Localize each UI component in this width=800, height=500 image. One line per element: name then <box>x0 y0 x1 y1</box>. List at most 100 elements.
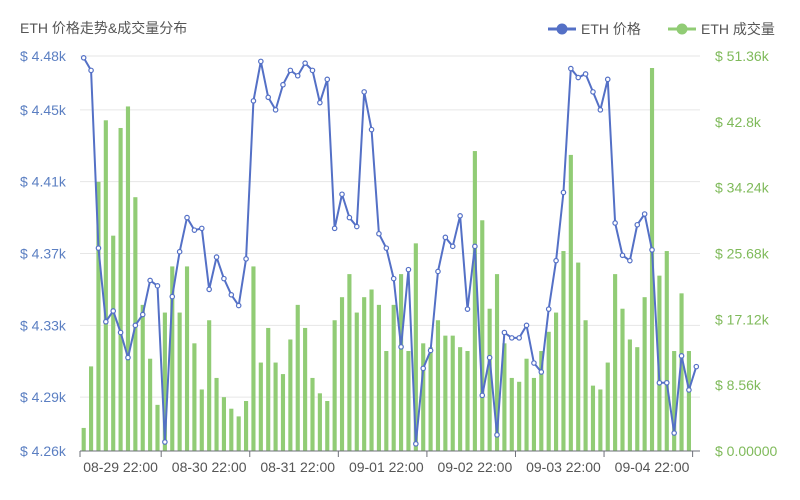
price-point <box>376 230 382 237</box>
price-point <box>80 54 87 61</box>
volume-bar <box>613 274 618 451</box>
chart-title: ETH 价格走势&成交量分布 <box>20 20 187 36</box>
volume-bar <box>118 127 123 451</box>
price-point <box>191 227 198 233</box>
volume-bar <box>620 308 625 451</box>
price-point <box>339 191 345 198</box>
price-point <box>641 211 648 217</box>
volume-bar <box>590 385 596 451</box>
volume-bar <box>347 274 352 451</box>
volume-bar <box>310 377 315 451</box>
price-point <box>582 71 589 77</box>
volume-bar <box>244 401 249 451</box>
price-point <box>590 89 596 95</box>
price-point <box>221 275 227 282</box>
price-point <box>139 311 146 318</box>
price-point <box>324 76 331 83</box>
price-point <box>287 67 294 74</box>
volume-bar <box>229 408 234 451</box>
volume-bar <box>399 274 404 451</box>
volume-bar <box>339 297 345 451</box>
price-point <box>472 243 478 250</box>
volume-bar <box>273 362 278 451</box>
x-axis-tick-label: 09-01 22:00 <box>349 459 424 475</box>
volume-bar <box>369 289 374 451</box>
price-point <box>494 432 500 438</box>
volume-bar <box>554 312 559 451</box>
price-point <box>427 347 434 354</box>
volume-bar <box>428 347 433 451</box>
volume-bar <box>362 297 367 451</box>
x-axis-tick-label: 09-03 22:00 <box>526 459 601 475</box>
price-point <box>553 257 559 264</box>
legend-volume-marker-icon <box>676 23 688 35</box>
volume-bar <box>435 320 441 451</box>
legend[interactable]: ETH 价格 ETH 成交量 <box>548 21 775 37</box>
volume-bar <box>642 297 647 451</box>
price-point <box>309 67 316 74</box>
volume-bar <box>458 347 463 451</box>
right-axis-tick-label: $ 51.36k <box>715 48 770 64</box>
price-point <box>678 353 685 359</box>
volume-bar <box>251 266 256 451</box>
price-point <box>413 441 419 447</box>
price-point <box>619 252 626 259</box>
right-axis-tick-label: $ 17.12k <box>715 311 770 327</box>
price-point <box>272 107 279 113</box>
price-point <box>162 439 168 445</box>
volume-bar <box>125 106 131 451</box>
price-point <box>184 214 190 221</box>
left-axis-tick-label: $ 4.41k <box>20 174 67 190</box>
price-point <box>656 379 663 386</box>
price-point <box>258 58 264 65</box>
legend-price-marker-icon <box>556 23 568 35</box>
price-point <box>671 430 677 436</box>
price-point <box>361 89 367 95</box>
volume-bar <box>679 293 684 451</box>
left-axis-tick-label: $ 4.29k <box>20 389 67 405</box>
volume-bar <box>627 339 632 451</box>
volume-bar <box>509 377 514 451</box>
price-line-path <box>82 57 698 445</box>
price-point <box>213 254 220 260</box>
volume-bar <box>192 343 197 451</box>
volume-bar <box>162 312 167 451</box>
volume-bars <box>81 67 691 452</box>
volume-bar <box>148 358 153 451</box>
volume-bar <box>480 220 485 451</box>
price-point <box>508 335 515 341</box>
legend-item-volume[interactable]: ETH 成交量 <box>668 21 775 37</box>
volume-bar <box>384 351 389 451</box>
price-line <box>80 54 700 447</box>
price-point <box>449 243 456 250</box>
price-point <box>686 387 692 393</box>
price-point <box>604 76 611 83</box>
volume-bar <box>258 362 263 451</box>
right-axis-tick-label: $ 42.8k <box>715 114 762 130</box>
volume-bar <box>317 393 322 451</box>
price-point <box>545 306 552 312</box>
x-axis-tick-label: 08-31 22:00 <box>260 459 335 475</box>
volume-bar <box>199 389 204 451</box>
volume-bar <box>236 416 241 451</box>
right-axis-tick-label: $ 34.24k <box>715 180 770 196</box>
legend-item-price[interactable]: ETH 价格 <box>548 21 641 37</box>
right-axis-tick-label: $ 25.68k <box>715 246 770 262</box>
volume-bar <box>657 275 662 451</box>
price-point <box>206 286 212 293</box>
price-point <box>117 329 124 336</box>
volume-bar <box>325 401 330 451</box>
volume-bar <box>546 331 551 451</box>
price-point <box>88 67 94 74</box>
price-point <box>368 126 375 133</box>
volume-bar <box>443 335 448 451</box>
price-point <box>132 322 139 329</box>
volume-bar <box>686 351 691 451</box>
price-point <box>649 247 655 253</box>
price-point <box>457 212 463 219</box>
x-axis-tick-label: 09-04 22:00 <box>615 459 690 475</box>
legend-volume-label: ETH 成交量 <box>701 21 775 37</box>
price-point <box>331 225 338 232</box>
price-point <box>95 245 102 251</box>
volume-bar <box>354 312 359 451</box>
